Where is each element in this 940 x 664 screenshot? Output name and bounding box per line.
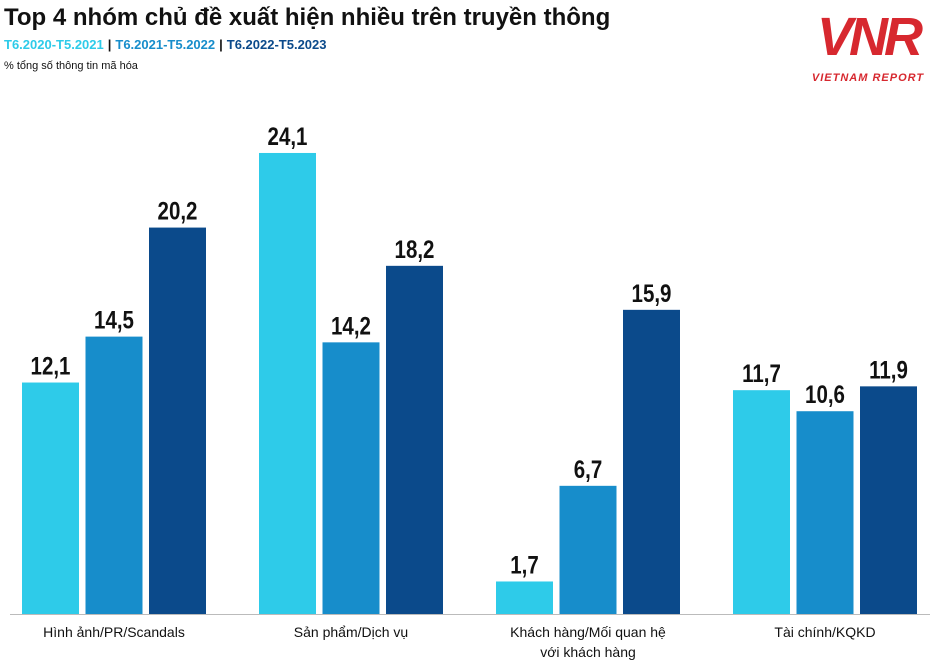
- legend: T6.2020-T5.2021 | T6.2021-T5.2022 | T6.2022-…: [4, 37, 326, 52]
- data-label: 11,9: [869, 355, 908, 383]
- logo-mark: VNR: [816, 7, 923, 67]
- bar: [796, 411, 854, 614]
- legend-entry: T6.2022-T5.2023: [226, 37, 327, 52]
- data-label: 11,7: [742, 359, 781, 387]
- bar: [623, 309, 680, 614]
- data-label: 12,1: [31, 352, 71, 380]
- bar: [149, 227, 206, 614]
- x-tick-label: Sản phẩm/Dịch vụ: [293, 624, 409, 640]
- data-label: 10,6: [805, 380, 845, 408]
- data-label: 24,1: [268, 122, 308, 150]
- bar: [386, 265, 443, 614]
- bar: [559, 485, 617, 614]
- legend-separator: |: [219, 37, 223, 52]
- data-label: 6,7: [574, 455, 602, 483]
- data-label: 14,5: [94, 306, 134, 334]
- bar: [85, 336, 143, 614]
- data-label: 14,2: [331, 311, 371, 339]
- data-label: 20,2: [158, 197, 198, 225]
- bar: [259, 152, 316, 615]
- legend-entry: T6.2021-T5.2022: [115, 37, 216, 52]
- x-tick-label: Tài chính/KQKD: [774, 624, 876, 640]
- legend-separator: |: [107, 37, 112, 52]
- data-label: 15,9: [632, 279, 672, 307]
- logo-text: VIETNAM REPORT: [811, 72, 925, 84]
- legend-entry: T6.2020-T5.2021: [4, 37, 104, 52]
- bar: [322, 342, 380, 614]
- bar: [22, 382, 79, 614]
- data-label: 18,2: [395, 235, 435, 263]
- chart-title: Top 4 nhóm chủ đề xuất hiện nhiều trên t…: [4, 4, 611, 31]
- bar: [496, 581, 553, 614]
- chart-subtitle: % tổng số thông tin mã hóa: [4, 60, 138, 72]
- x-tick-label: Khách hàng/Mối quan hệ với khách hàng: [510, 624, 666, 660]
- bar: [860, 386, 917, 614]
- x-tick-label: Hình ảnh/PR/Scandals: [43, 624, 185, 640]
- logo: VNR VIETNAM REPORT: [800, 2, 936, 84]
- data-label: 1,7: [510, 551, 538, 579]
- bar: [733, 390, 790, 614]
